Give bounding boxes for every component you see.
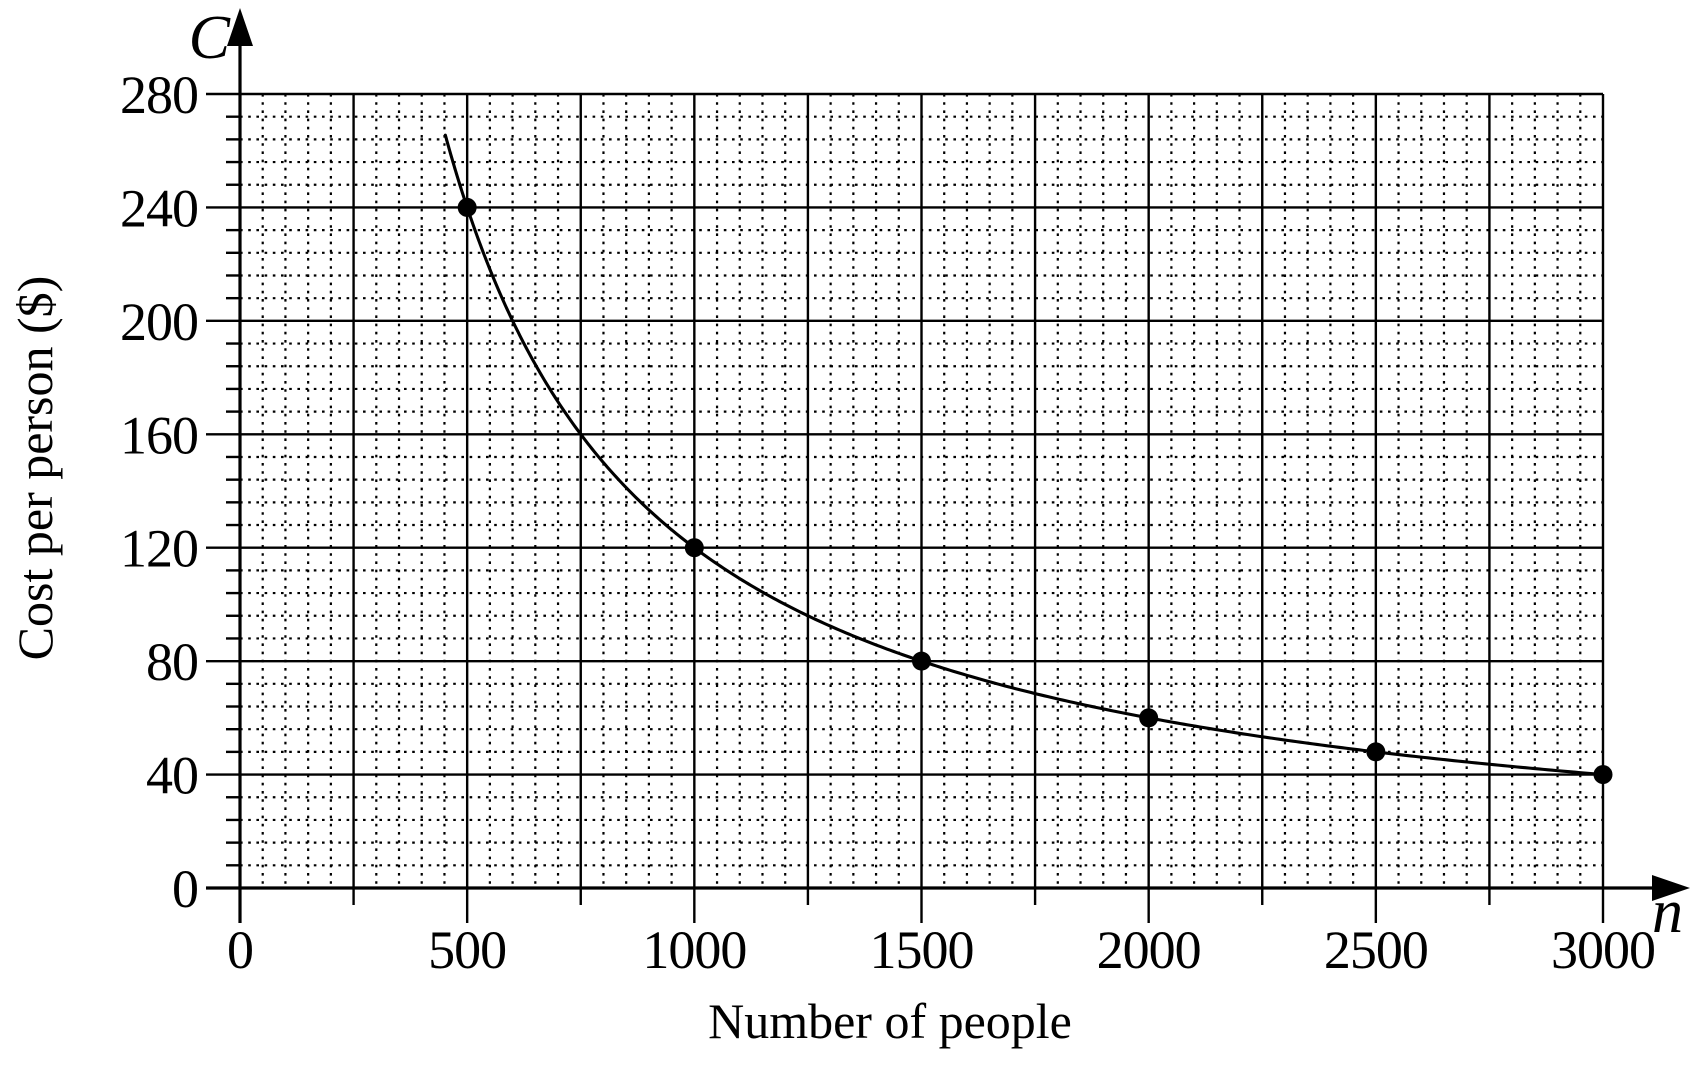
x-tick-label: 1000 xyxy=(642,920,746,980)
y-tick-label: 80 xyxy=(146,632,198,692)
y-axis-symbol: C xyxy=(189,4,231,72)
x-tick-label: 3000 xyxy=(1551,920,1655,980)
x-axis-title: Number of people xyxy=(708,993,1072,1049)
tick-labels: 0 40 80 120 160 200 240 280 0 500 1000 1500 2000 2500… xyxy=(120,65,1656,980)
data-point xyxy=(1593,765,1613,785)
cost-curve xyxy=(443,133,1605,777)
axis-ticks xyxy=(226,115,1605,923)
data-point xyxy=(684,538,704,558)
data-point xyxy=(457,197,477,217)
major-gridlines xyxy=(206,92,1605,888)
x-axis-arrowhead xyxy=(1652,875,1690,901)
x-tick-label: 2500 xyxy=(1324,920,1428,980)
y-tick-label: 280 xyxy=(120,65,198,125)
y-tick-label: 0 xyxy=(172,859,198,919)
y-tick-label: 240 xyxy=(120,178,198,238)
data-points xyxy=(457,197,1613,785)
y-tick-label: 200 xyxy=(120,292,198,352)
x-tick-label: 0 xyxy=(227,920,253,980)
y-tick-label: 160 xyxy=(120,405,198,465)
y-tick-label: 120 xyxy=(120,519,198,579)
data-point xyxy=(912,651,931,671)
axes xyxy=(206,8,1690,923)
data-point xyxy=(1366,742,1386,762)
x-tick-label: 500 xyxy=(428,920,506,980)
curve xyxy=(443,133,1605,777)
y-tick-label: 40 xyxy=(146,746,198,806)
x-axis-symbol: n xyxy=(1652,878,1683,946)
x-tick-label: 1500 xyxy=(870,920,974,980)
y-axis-title: Cost per person ($) xyxy=(7,276,63,661)
x-tick-label: 2000 xyxy=(1097,920,1201,980)
data-point xyxy=(1139,708,1159,728)
y-axis-arrowhead xyxy=(227,8,253,46)
